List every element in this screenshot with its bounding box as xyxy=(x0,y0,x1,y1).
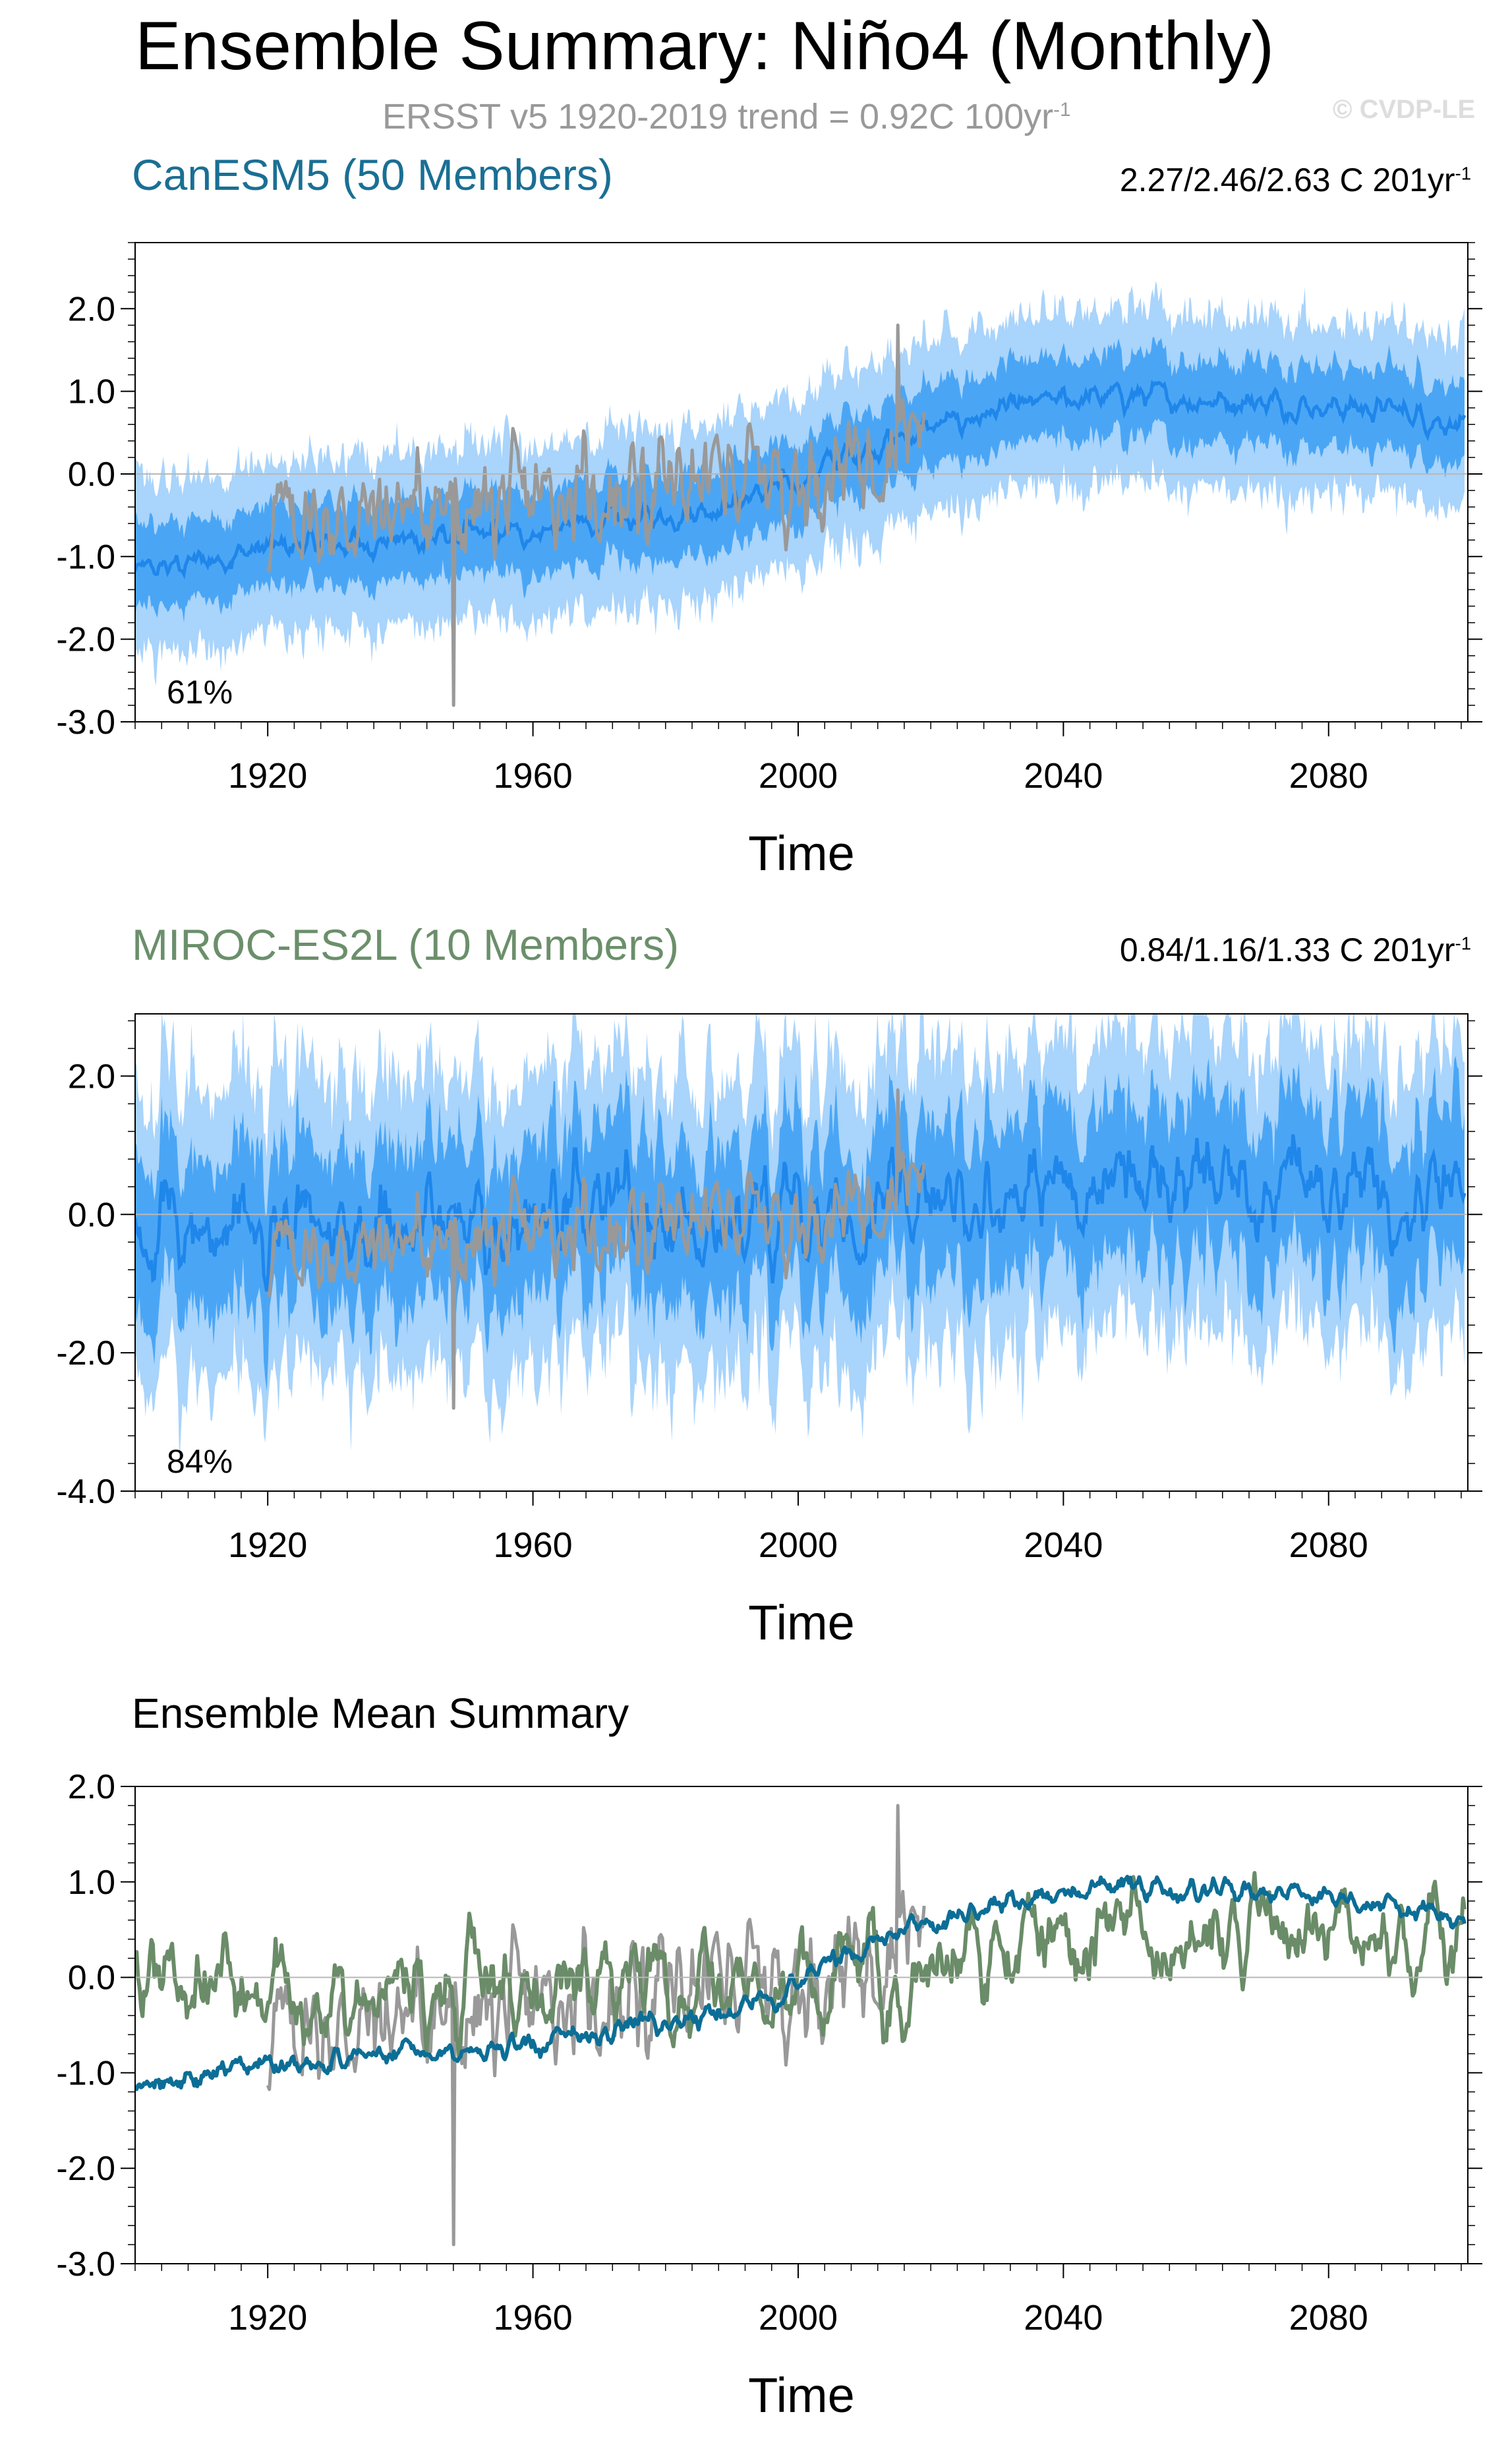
panel-1-ytick-label: -2.0 xyxy=(56,621,115,659)
panel-1-xtick-label: 2040 xyxy=(1024,756,1103,796)
panel-1-trend-text: 2.27/2.46/2.63 C 201yr xyxy=(1119,162,1455,198)
panel-1-trend: 2.27/2.46/2.63 C 201yr-1 xyxy=(1120,163,1471,196)
panel-3-frame xyxy=(134,1786,1468,2264)
panel-2-plot-area xyxy=(135,1014,1467,1465)
panel-1-ytick-label: -1.0 xyxy=(56,538,115,576)
panel-1-match-percentage: 61% xyxy=(167,674,233,711)
panel-2-xtick-label: 2080 xyxy=(1289,1525,1368,1565)
panel-3: -3.0 -2.0 -1.0 0.0 1.0 2.0 1920 1960 2000 2040 208… xyxy=(56,1768,1482,2423)
panel-2-ensemble-mean-line xyxy=(135,1134,1467,1292)
panel-3-xtick-label: 2080 xyxy=(1289,2298,1368,2338)
panel-1-observed-line xyxy=(266,323,926,707)
panel-2-title: MIROC-ES2L (10 Members) xyxy=(132,920,680,969)
panel-3-ytick-label: -2.0 xyxy=(56,2150,115,2188)
panel-1-xtick-label: 2000 xyxy=(759,756,838,796)
panel-1-title: CanESM5 (50 Members) xyxy=(132,150,613,199)
panel-3-xtick-label: 2000 xyxy=(759,2298,838,2338)
panel-1-plot-area xyxy=(135,281,1467,707)
panel-2-match-percentage: 84% xyxy=(167,1443,233,1480)
panel-2-xtick-label: 1960 xyxy=(494,1525,573,1565)
panel-3-title: Ensemble Mean Summary xyxy=(132,1690,629,1737)
panel-3-ytick-label: 2.0 xyxy=(68,1768,115,1806)
panel-1-x-axis-label: Time xyxy=(748,826,855,881)
panel-3-ytick-label: 1.0 xyxy=(68,1864,115,1902)
panel-2-ytick-label: -2.0 xyxy=(56,1334,115,1372)
panel-3-xtick-label: 1960 xyxy=(494,2298,573,2338)
panel-2-frame xyxy=(134,1013,1468,1492)
panel-1-ytick-label: -3.0 xyxy=(56,703,115,742)
panel-3-plot-area xyxy=(135,1804,1467,2247)
figure-title: Ensemble Summary: Niño4 (Monthly) xyxy=(135,8,1275,84)
panel-1-xtick-label: 2080 xyxy=(1289,756,1368,796)
panel-1-trend-superscript: -1 xyxy=(1455,163,1471,184)
panel-1: -3.0 -2.0 -1.0 0.0 1.0 2.0 1920 1960 2000 2040 208… xyxy=(56,242,1482,881)
cvdp-watermark: © CVDP-LE xyxy=(1333,95,1476,124)
panel-2-observed-line xyxy=(266,1088,926,1410)
panel-1-xtick-label: 1920 xyxy=(228,756,307,796)
panel-3-ytick-label: -1.0 xyxy=(56,2054,115,2092)
panel-1-inner-spread-band xyxy=(135,336,1465,623)
observed-trend-superscript: -1 xyxy=(1053,99,1071,121)
panel-2-x-axis-label: Time xyxy=(748,1595,855,1650)
panel-3-ytick-label: -3.0 xyxy=(56,2245,115,2283)
panel-2-ytick-label: -4.0 xyxy=(56,1473,115,1511)
panel-1-ytick-label: 1.0 xyxy=(68,373,115,411)
observed-trend-subtitle: ERSST v5 1920-2019 trend = 0.92C 100yr-1 xyxy=(382,99,1071,134)
panel-1-ytick-label: 0.0 xyxy=(68,456,115,494)
panel-3-xtick-label: 2040 xyxy=(1024,2298,1103,2338)
panel-2-trend: 0.84/1.16/1.33 C 201yr-1 xyxy=(1120,933,1471,966)
panel-1-ytick-label: 2.0 xyxy=(68,290,115,328)
panel-2: -4.0 -2.0 0.0 2.0 1920 1960 2000 2040 2080 Time 84… xyxy=(56,1013,1482,1650)
panel-1-xtick-label: 1960 xyxy=(494,756,573,796)
panel-3-miroc-mean-line xyxy=(135,1871,1467,2058)
panel-2-xtick-label: 2040 xyxy=(1024,1525,1103,1565)
panel-3-xtick-label: 1920 xyxy=(228,2298,307,2338)
panel-2-ytick-label: 2.0 xyxy=(68,1057,115,1096)
panel-2-ytick-label: 0.0 xyxy=(68,1196,115,1234)
panel-2-xtick-label: 2000 xyxy=(759,1525,838,1565)
panel-3-ytick-label: 0.0 xyxy=(68,1959,115,1997)
panel-2-inner-spread-band xyxy=(135,1056,1465,1392)
panel-2-xtick-label: 1920 xyxy=(228,1525,307,1565)
panel-3-x-axis-label: Time xyxy=(748,2368,855,2423)
panel-2-trend-text: 0.84/1.16/1.33 C 201yr xyxy=(1119,931,1455,968)
panel-3-canesm5-mean-line xyxy=(135,1875,1467,2092)
panel-2-trend-superscript: -1 xyxy=(1455,933,1471,954)
panel-1-frame xyxy=(134,242,1468,722)
observed-trend-text: ERSST v5 1920-2019 trend = 0.92C 100yr xyxy=(382,97,1054,136)
